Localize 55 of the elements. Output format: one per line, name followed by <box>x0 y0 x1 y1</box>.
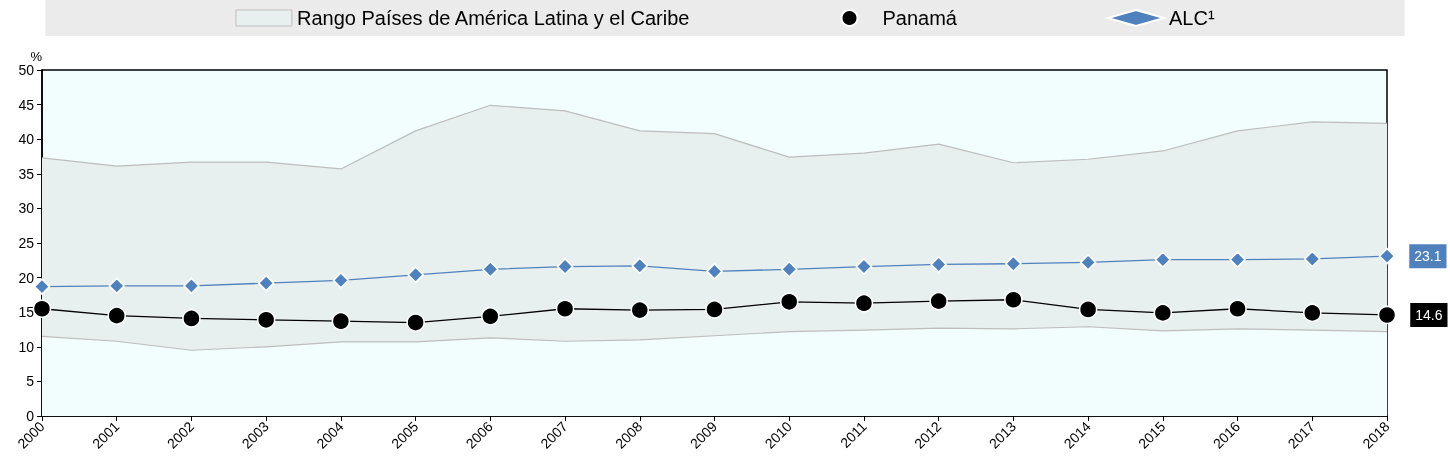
point <box>779 292 799 312</box>
y-tick-label: 10 <box>18 338 35 355</box>
point <box>1079 254 1097 271</box>
point <box>930 256 947 273</box>
data-label: 23.1 <box>1414 248 1442 265</box>
point <box>183 277 200 295</box>
point <box>32 299 52 318</box>
point <box>929 291 948 311</box>
legend-label: Rango Países de América Latina y el Caribe <box>296 7 690 29</box>
point <box>1005 255 1022 273</box>
y-tick-label: 5 <box>26 373 35 390</box>
point <box>33 278 51 295</box>
point <box>705 300 724 319</box>
legend-label: ALC¹ <box>1168 7 1215 29</box>
point <box>407 266 424 284</box>
point <box>482 261 499 278</box>
point <box>331 311 351 331</box>
point <box>556 258 574 275</box>
point <box>1153 303 1173 323</box>
point <box>406 313 425 332</box>
point <box>780 261 798 278</box>
legend-label: Panamá <box>882 7 958 29</box>
point <box>1228 299 1247 318</box>
point <box>1378 247 1396 265</box>
y-tick-label: 50 <box>18 62 35 78</box>
point <box>332 272 350 289</box>
point <box>182 309 201 328</box>
y-tick-label: 0 <box>26 408 35 424</box>
point <box>1303 303 1322 323</box>
y-tick-label: 40 <box>18 131 35 148</box>
point <box>631 257 649 275</box>
y-tick-label: 25 <box>18 235 35 251</box>
point <box>108 277 125 295</box>
y-tick-label: 45 <box>18 96 35 113</box>
data-label: 14.6 <box>1415 306 1443 323</box>
y-tick-label: 15 <box>18 304 35 321</box>
point <box>555 299 575 318</box>
point <box>1154 251 1172 268</box>
y-tick-label: 20 <box>18 269 35 286</box>
y-tick-label: 30 <box>18 200 35 217</box>
point <box>706 263 723 280</box>
y-tick-label: 35 <box>18 165 35 182</box>
point <box>1004 290 1023 309</box>
point <box>1377 305 1397 325</box>
point <box>1229 251 1246 268</box>
point <box>630 300 650 320</box>
point <box>107 306 126 325</box>
point <box>1304 250 1321 268</box>
point <box>855 258 873 275</box>
point <box>1078 300 1098 319</box>
point <box>257 274 275 292</box>
point <box>256 310 276 330</box>
y-axis-title: % <box>30 49 43 65</box>
point <box>854 293 874 313</box>
point <box>481 307 500 326</box>
